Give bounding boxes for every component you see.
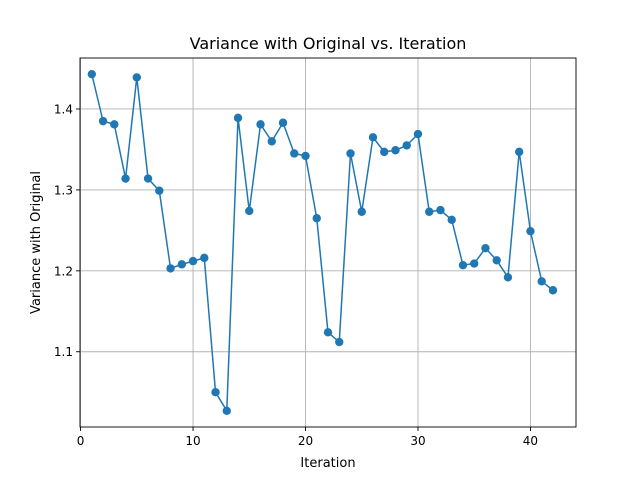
data-point bbox=[155, 186, 164, 195]
data-point bbox=[481, 243, 490, 253]
data-point bbox=[166, 264, 175, 273]
data-point bbox=[256, 120, 265, 129]
data-point bbox=[301, 151, 310, 161]
plot-area-frame bbox=[79, 57, 577, 428]
chart-title: Variance with Original vs. Iteration bbox=[190, 34, 467, 53]
data-point bbox=[537, 277, 546, 286]
data-point bbox=[87, 69, 97, 79]
data-point bbox=[323, 328, 333, 337]
grid bbox=[80, 58, 576, 427]
x-tick-label: 0 bbox=[77, 434, 85, 448]
x-tick-label: 30 bbox=[410, 434, 425, 448]
y-axis-ticks: 1.1 1.2 1.3 1.4 bbox=[54, 102, 80, 359]
y-tick-label: 1.2 bbox=[54, 264, 73, 278]
x-tick-label: 10 bbox=[185, 434, 200, 448]
data-point bbox=[447, 215, 456, 225]
data-point bbox=[380, 147, 389, 157]
data-point bbox=[222, 406, 231, 416]
data-point bbox=[177, 260, 186, 269]
data-point bbox=[413, 129, 423, 139]
y-tick-label: 1.1 bbox=[54, 345, 73, 359]
data-point bbox=[278, 118, 288, 127]
data-point bbox=[211, 388, 220, 397]
data-point bbox=[132, 73, 141, 82]
y-tick-label: 1.3 bbox=[54, 183, 73, 197]
x-tick-label: 40 bbox=[523, 434, 538, 448]
data-point bbox=[267, 137, 276, 146]
data-point bbox=[98, 116, 108, 126]
data-point bbox=[188, 256, 198, 266]
x-axis-label: Iteration bbox=[300, 456, 355, 471]
x-axis-ticks: 0 10 20 30 40 bbox=[77, 427, 538, 448]
data-point bbox=[245, 206, 254, 216]
data-point bbox=[110, 120, 119, 129]
data-point bbox=[368, 133, 378, 142]
data-point bbox=[548, 286, 558, 295]
data-point bbox=[436, 205, 445, 215]
y-axis-label: Variance with Original bbox=[29, 171, 44, 314]
data-point bbox=[458, 260, 468, 270]
data-point bbox=[346, 149, 355, 158]
data-point bbox=[470, 259, 479, 268]
data-point bbox=[312, 214, 321, 223]
data-point bbox=[335, 337, 344, 347]
data-point bbox=[233, 113, 243, 123]
data-point bbox=[121, 174, 130, 183]
x-tick-label: 20 bbox=[298, 434, 313, 448]
data-point bbox=[391, 146, 400, 155]
data-point bbox=[492, 256, 501, 265]
data-point bbox=[200, 253, 209, 263]
data-point bbox=[515, 147, 524, 157]
data-point bbox=[357, 207, 366, 216]
data-point bbox=[526, 226, 535, 236]
data-point bbox=[143, 174, 153, 183]
series-layer bbox=[87, 69, 558, 416]
data-point bbox=[290, 149, 299, 158]
data-point bbox=[402, 141, 411, 150]
data-point bbox=[425, 207, 434, 216]
y-tick-label: 1.4 bbox=[54, 102, 73, 116]
data-point bbox=[503, 273, 513, 282]
